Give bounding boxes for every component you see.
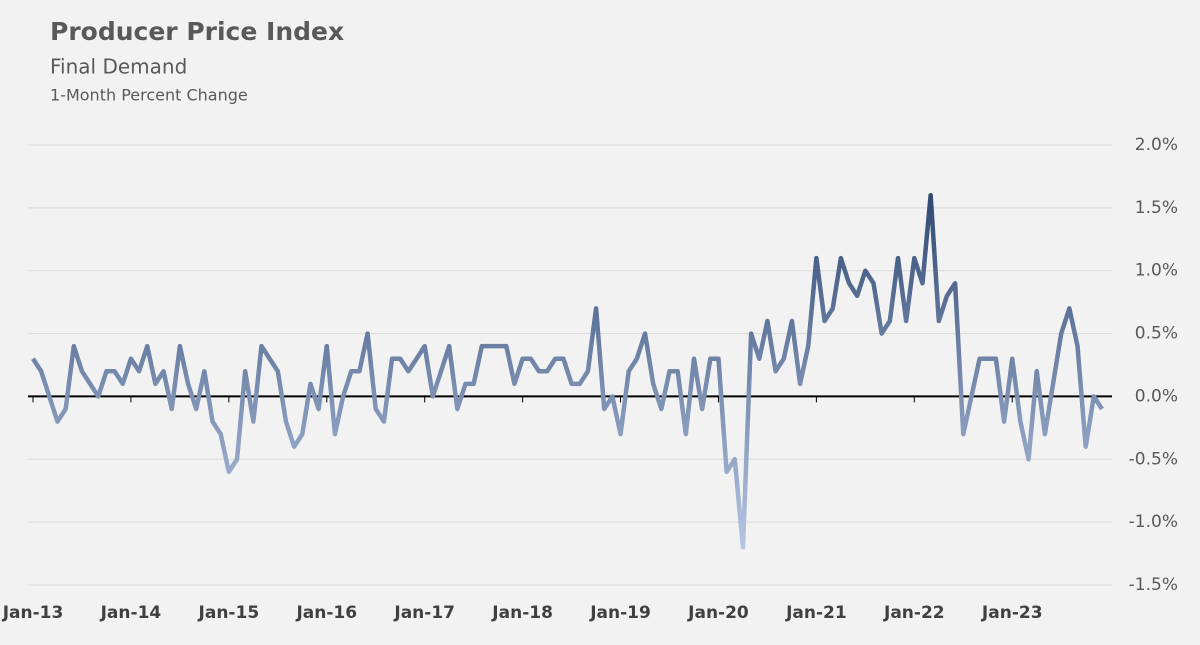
- x-tick-label: Jan-14: [100, 603, 162, 623]
- y-tick-label: 0.5%: [1135, 324, 1178, 344]
- x-tick-label: Jan-13: [2, 603, 64, 623]
- x-tick-label: Jan-18: [491, 603, 553, 623]
- y-tick-label: 2.0%: [1135, 135, 1178, 155]
- y-tick-label: -0.5%: [1129, 449, 1178, 469]
- y-tick-label: 1.0%: [1135, 261, 1178, 281]
- y-axis-label: 1-Month Percent Change: [50, 86, 248, 105]
- x-tick-label: Jan-16: [295, 603, 357, 623]
- chart-subtitle: Final Demand: [50, 55, 187, 79]
- x-tick-label: Jan-20: [687, 603, 749, 623]
- y-tick-label: 1.5%: [1135, 198, 1178, 218]
- chart-title: Producer Price Index: [50, 17, 344, 46]
- x-tick-label: Jan-22: [883, 603, 945, 623]
- x-tick-label: Jan-23: [981, 603, 1043, 623]
- x-tick-label: Jan-15: [198, 603, 260, 623]
- y-tick-label: -1.0%: [1129, 512, 1178, 532]
- x-tick-label: Jan-19: [589, 603, 651, 623]
- series-line: [31, 193, 1104, 550]
- y-tick-label: -1.5%: [1129, 575, 1178, 595]
- x-tick-label: Jan-21: [785, 603, 847, 623]
- x-tick-label: Jan-17: [393, 603, 455, 623]
- y-tick-label: 0.0%: [1135, 386, 1178, 406]
